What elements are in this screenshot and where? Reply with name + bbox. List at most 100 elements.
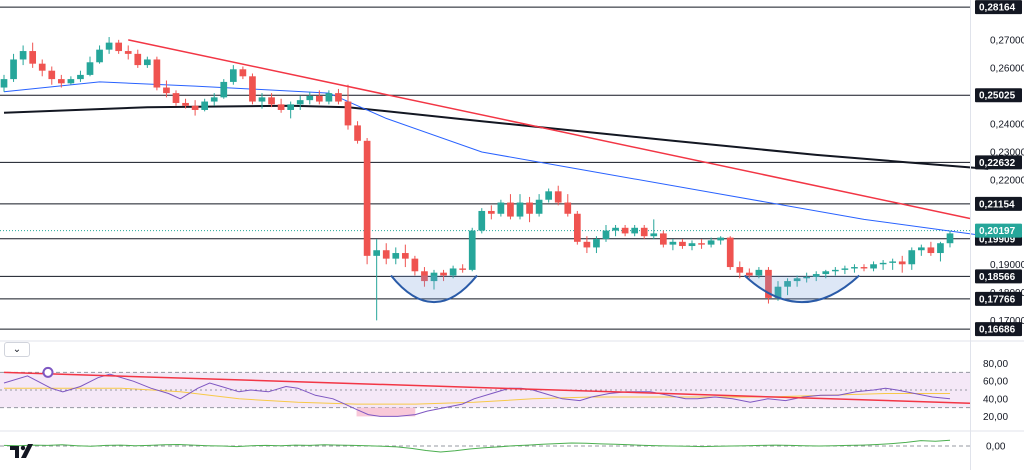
candle xyxy=(832,267,839,275)
candle xyxy=(660,231,667,248)
candle xyxy=(87,57,94,77)
candle xyxy=(526,197,533,222)
candle xyxy=(240,66,247,79)
candle xyxy=(278,99,285,113)
candle xyxy=(870,261,877,271)
candle xyxy=(670,239,677,250)
rsi-tick-label: 80,00 xyxy=(983,359,1008,370)
candle xyxy=(392,247,399,264)
candle xyxy=(861,264,868,271)
candle xyxy=(48,66,55,84)
candle xyxy=(373,239,380,320)
candle xyxy=(220,79,227,99)
chevron-down-icon: ⌄ xyxy=(13,344,21,355)
candle xyxy=(612,225,619,236)
rsi-tick-label: 60,00 xyxy=(983,377,1008,388)
candle xyxy=(306,92,313,105)
level-label: 0,22632 xyxy=(979,158,1016,169)
candle xyxy=(631,225,638,236)
candle xyxy=(842,266,849,274)
candle xyxy=(326,90,333,104)
candle xyxy=(96,45,103,63)
candle xyxy=(488,205,495,219)
candle xyxy=(899,256,906,273)
candle xyxy=(230,65,237,85)
candle xyxy=(507,194,514,219)
candle xyxy=(297,96,304,110)
candle xyxy=(622,225,629,236)
candle xyxy=(335,89,342,104)
candle xyxy=(134,50,141,68)
rsi-tick-label: 40,00 xyxy=(983,394,1008,405)
candle xyxy=(574,211,581,245)
oscillator-pane xyxy=(0,440,970,452)
candle xyxy=(650,219,657,239)
candle xyxy=(698,239,705,249)
cup-arc xyxy=(745,275,860,302)
candle xyxy=(29,43,36,68)
candle xyxy=(689,240,696,250)
candle xyxy=(459,264,466,272)
level-label: 0,21154 xyxy=(979,199,1015,210)
level-label: 0,18566 xyxy=(979,272,1016,283)
candle xyxy=(717,236,724,244)
price-pane xyxy=(0,7,1024,431)
candle xyxy=(77,71,84,82)
candle xyxy=(947,231,954,248)
candle xyxy=(736,261,743,278)
candle xyxy=(364,138,371,264)
candle xyxy=(564,194,571,216)
cup-arc xyxy=(391,275,477,302)
rsi-tick-label: 20,00 xyxy=(983,412,1008,423)
candle xyxy=(125,45,132,59)
candle xyxy=(173,90,180,105)
candle xyxy=(727,236,734,270)
price-tick-label: 0,26000 xyxy=(990,63,1024,74)
candle xyxy=(345,85,352,130)
candle xyxy=(144,57,151,68)
candle xyxy=(287,102,294,119)
price-tick-label: 0,19000 xyxy=(990,260,1024,271)
candle xyxy=(478,208,485,233)
level-label: 0,17766 xyxy=(979,294,1016,305)
level-label: 0,16686 xyxy=(979,325,1016,336)
candle xyxy=(192,100,199,115)
candle xyxy=(402,245,409,267)
candle xyxy=(517,194,524,219)
candle xyxy=(68,76,75,84)
rsi-anchor-handle xyxy=(44,368,53,377)
price-tick-label: 0,27000 xyxy=(990,35,1024,46)
candle xyxy=(908,247,915,269)
candle xyxy=(39,59,46,76)
candle xyxy=(679,239,686,249)
candle xyxy=(641,225,648,239)
candle xyxy=(918,245,925,256)
ma200-line xyxy=(4,106,988,169)
candle xyxy=(1,75,8,92)
candle xyxy=(536,194,543,216)
rsi-pane xyxy=(0,368,970,417)
candle xyxy=(154,57,161,91)
candle xyxy=(354,121,361,143)
candle xyxy=(20,45,27,65)
candle xyxy=(412,256,419,276)
candle xyxy=(469,228,476,271)
collapse-indicator-button[interactable]: ⌄ xyxy=(4,342,30,357)
candle xyxy=(545,189,552,203)
candle xyxy=(383,243,390,264)
candle xyxy=(928,242,935,256)
price-tick-label: 0,22000 xyxy=(990,176,1024,187)
tradingview-logo xyxy=(8,440,36,460)
candle xyxy=(249,73,256,104)
candle xyxy=(115,40,122,54)
candle xyxy=(555,186,562,206)
level-label: 0,28164 xyxy=(979,3,1016,14)
osc-tick-label: 0,00 xyxy=(986,442,1006,453)
price-axis: 0,270000,260000,240000,230000,220000,190… xyxy=(971,0,1024,470)
price-tick-label: 0,24000 xyxy=(990,119,1024,130)
current-price-label: 0,20197 xyxy=(979,226,1016,237)
candle xyxy=(851,264,858,272)
ma50-line xyxy=(4,82,988,236)
